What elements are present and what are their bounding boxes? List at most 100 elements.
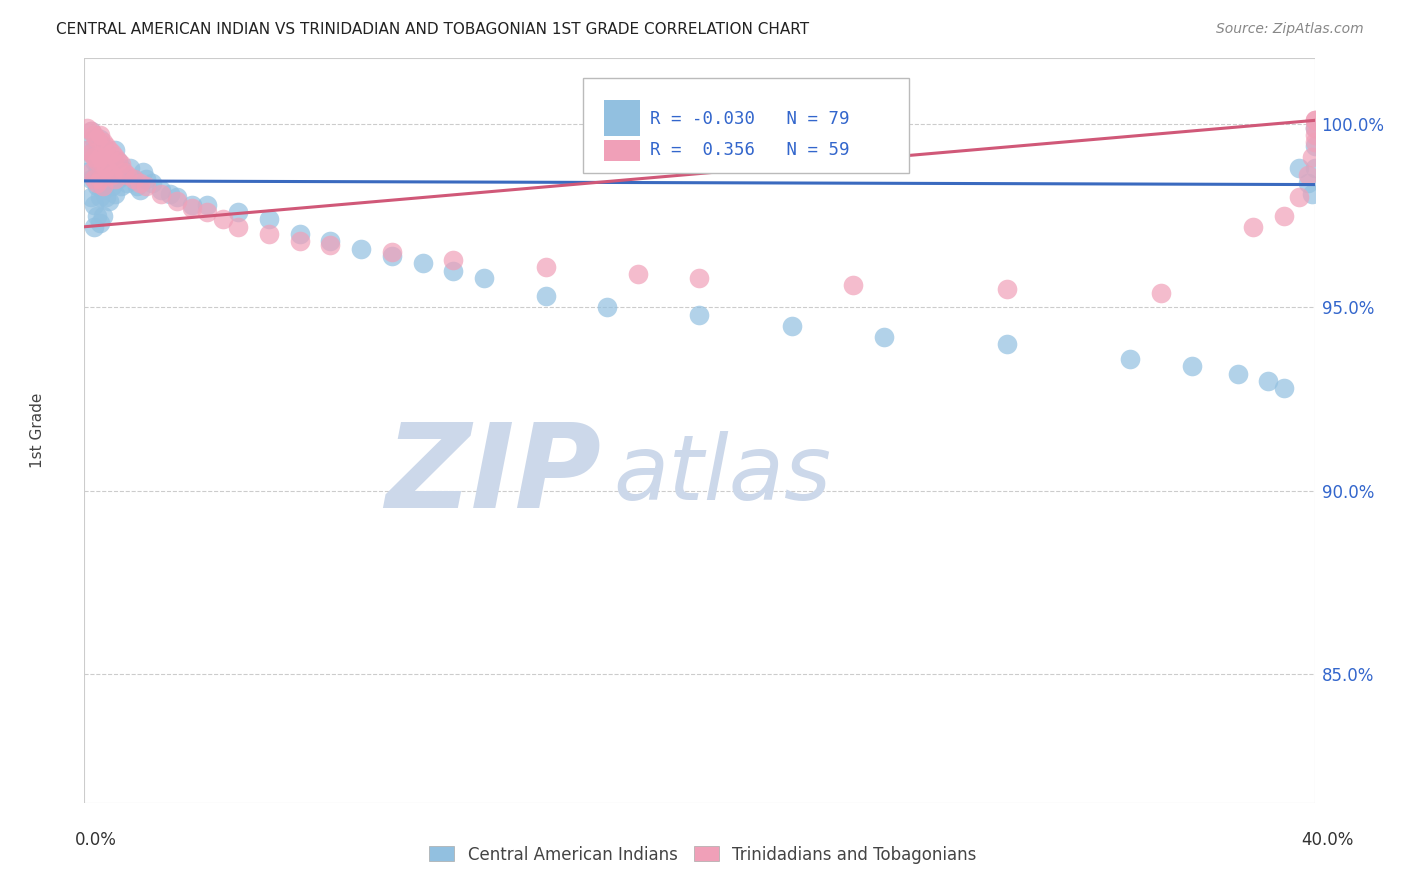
Point: [86, 131, 108, 145]
Point: [117, 169, 139, 183]
Point: [104, 186, 127, 201]
FancyBboxPatch shape: [582, 78, 908, 173]
Point: [107, 172, 129, 186]
Point: [104, 143, 127, 157]
Point: [98, 153, 120, 168]
Point: [110, 157, 132, 171]
Point: [288, 227, 311, 241]
Point: [94, 161, 117, 175]
Point: [112, 165, 135, 179]
Point: [125, 179, 148, 194]
Point: [83, 219, 105, 234]
Point: [472, 271, 495, 285]
Point: [101, 146, 124, 161]
Point: [873, 330, 896, 344]
Point: [257, 212, 280, 227]
Point: [1303, 161, 1326, 175]
Point: [211, 212, 233, 227]
Text: 40.0%: 40.0%: [1301, 831, 1354, 849]
Point: [181, 198, 204, 212]
Point: [1303, 120, 1326, 135]
Point: [98, 165, 120, 179]
Point: [596, 301, 619, 315]
Point: [107, 153, 129, 168]
Point: [79, 146, 101, 161]
Point: [79, 124, 101, 138]
Point: [1301, 150, 1323, 164]
Point: [89, 150, 111, 164]
Text: R = -0.030   N = 79: R = -0.030 N = 79: [651, 110, 849, 128]
Point: [1298, 169, 1320, 183]
Point: [257, 227, 280, 241]
Point: [89, 172, 111, 186]
Point: [150, 183, 173, 197]
Legend: Central American Indians, Trinidadians and Tobagonians: Central American Indians, Trinidadians a…: [423, 839, 983, 871]
Text: ZIP: ZIP: [385, 417, 602, 533]
Point: [79, 165, 101, 179]
Point: [110, 161, 132, 175]
Point: [122, 172, 145, 186]
Point: [150, 186, 173, 201]
Point: [166, 194, 188, 208]
Point: [83, 128, 105, 142]
Point: [1288, 190, 1310, 204]
Point: [181, 202, 204, 216]
Point: [86, 209, 108, 223]
Point: [1303, 120, 1326, 135]
Point: [104, 150, 127, 164]
Point: [350, 242, 373, 256]
Point: [86, 165, 108, 179]
Point: [319, 238, 342, 252]
Point: [689, 308, 711, 322]
Point: [197, 205, 219, 219]
Point: [120, 161, 142, 175]
Point: [89, 128, 111, 142]
Point: [842, 278, 865, 293]
Point: [627, 268, 650, 282]
Point: [135, 172, 157, 186]
Point: [91, 161, 114, 175]
Point: [94, 190, 117, 204]
Point: [112, 169, 135, 183]
Point: [128, 176, 150, 190]
Point: [94, 146, 117, 161]
Point: [101, 169, 124, 183]
Point: [86, 176, 108, 190]
Point: [1303, 113, 1326, 128]
Point: [1181, 359, 1204, 374]
Text: 0.0%: 0.0%: [75, 831, 117, 849]
Point: [79, 124, 101, 138]
FancyBboxPatch shape: [603, 140, 641, 161]
Point: [76, 143, 98, 157]
Point: [91, 157, 114, 171]
Point: [1303, 139, 1326, 153]
Point: [89, 190, 111, 204]
Point: [89, 216, 111, 230]
Point: [381, 245, 404, 260]
Point: [79, 190, 101, 204]
Point: [1298, 176, 1320, 190]
Point: [534, 260, 557, 274]
Point: [122, 172, 145, 186]
Point: [76, 120, 98, 135]
Point: [1241, 219, 1264, 234]
Point: [91, 136, 114, 150]
Point: [79, 172, 101, 186]
Point: [101, 179, 124, 194]
Point: [86, 143, 108, 157]
Point: [534, 289, 557, 303]
Point: [98, 194, 120, 208]
Point: [1303, 136, 1326, 150]
Point: [288, 235, 311, 249]
Point: [104, 165, 127, 179]
Point: [443, 264, 465, 278]
Point: [79, 146, 101, 161]
Text: 1st Grade: 1st Grade: [30, 392, 45, 468]
Point: [1257, 374, 1279, 388]
Point: [1272, 209, 1295, 223]
Point: [412, 256, 434, 270]
Point: [1226, 367, 1249, 381]
Point: [995, 337, 1018, 351]
Point: [1288, 161, 1310, 175]
Point: [91, 139, 114, 153]
